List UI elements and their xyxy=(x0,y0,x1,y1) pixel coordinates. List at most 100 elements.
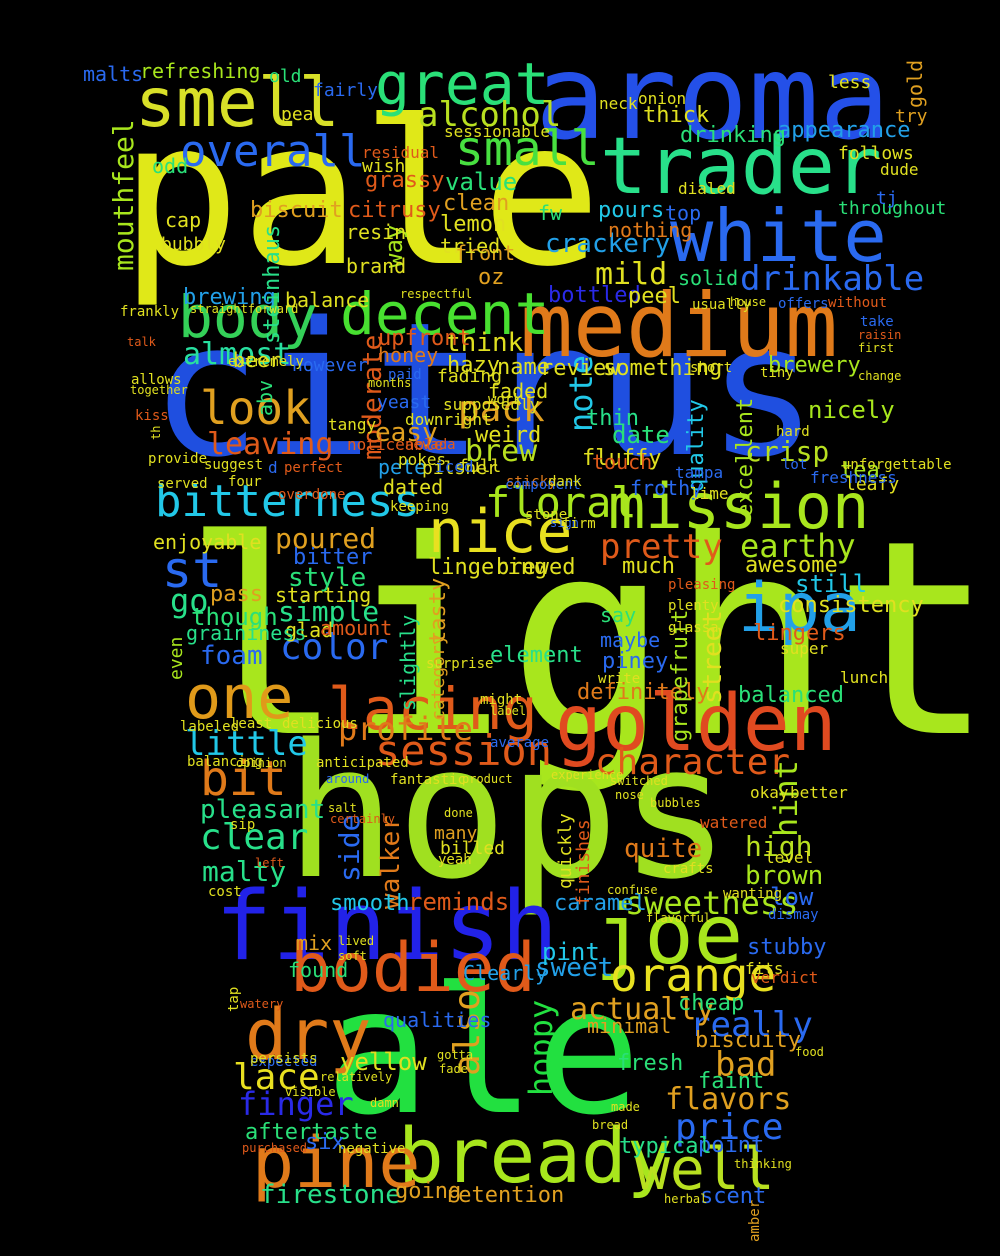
cloud-word: crafts xyxy=(663,861,714,877)
cloud-word: thick xyxy=(643,103,710,128)
cloud-word: sticky xyxy=(506,474,557,490)
cloud-word: pale xyxy=(120,78,602,311)
cloud-word: short xyxy=(690,360,733,376)
cloud-word: delicious xyxy=(282,716,358,732)
cloud-word: try xyxy=(895,106,928,127)
cloud-word: component xyxy=(505,477,581,493)
cloud-word: first xyxy=(858,341,895,355)
cloud-word: easy xyxy=(375,418,438,448)
cloud-word: review xyxy=(540,356,620,381)
cloud-word: name xyxy=(497,355,550,380)
cloud-word: allows xyxy=(131,372,182,388)
cloud-word: anticipated xyxy=(316,755,409,771)
cloud-word: lingers xyxy=(753,621,846,646)
cloud-word: quite xyxy=(624,834,703,864)
cloud-word: throughout xyxy=(838,198,947,219)
cloud-word: category xyxy=(428,634,449,722)
cloud-word: pea xyxy=(281,104,314,125)
cloud-word: pete xyxy=(378,455,427,479)
cloud-word: profile xyxy=(338,710,473,748)
cloud-word: odd xyxy=(152,154,189,178)
cloud-word: herbal xyxy=(664,1192,708,1206)
cloud-word: poured xyxy=(275,522,377,555)
cloud-word: top xyxy=(665,201,702,225)
cloud-word: fits xyxy=(745,959,784,978)
cloud-word: going xyxy=(395,1179,462,1204)
cloud-word: watery xyxy=(240,997,284,1011)
cloud-word: glad xyxy=(285,618,334,642)
cloud-word: onion xyxy=(638,89,687,108)
cloud-word: piney xyxy=(602,649,669,674)
cloud-word: write xyxy=(598,671,641,687)
cloud-word: character xyxy=(595,742,791,783)
cloud-word: straightforward xyxy=(190,302,299,316)
cloud-word: negative xyxy=(338,1141,406,1157)
cloud-word: clear xyxy=(200,817,309,858)
cloud-word: balanced xyxy=(738,683,844,708)
cloud-word: many xyxy=(434,823,478,844)
cloud-word: bubbly xyxy=(161,234,227,255)
cloud-word: tj xyxy=(876,188,898,209)
cloud-word: smooth xyxy=(330,891,410,916)
cloud-word: drinkable xyxy=(740,259,925,299)
cloud-word: least xyxy=(230,716,273,732)
cloud-word: hoppy xyxy=(522,999,560,1096)
cloud-word: yeah xyxy=(438,852,472,868)
cloud-word: brewing xyxy=(183,285,276,310)
cloud-word: residual xyxy=(362,143,440,162)
cloud-word: kiss xyxy=(135,408,169,424)
cloud-word: pretty xyxy=(600,527,723,567)
cloud-word: talk xyxy=(127,335,156,349)
cloud-word: typical xyxy=(619,1134,712,1159)
cloud-word: actually xyxy=(570,992,715,1027)
cloud-word: st xyxy=(162,541,223,599)
cloud-word: color xyxy=(280,627,389,668)
cloud-word: appearance xyxy=(778,118,911,143)
cloud-word: switched xyxy=(610,774,668,788)
cloud-word: brewery xyxy=(768,353,861,378)
cloud-word: pine xyxy=(252,1122,421,1204)
cloud-word: one xyxy=(185,663,294,733)
cloud-word: wish xyxy=(362,156,406,177)
cloud-word: salt xyxy=(328,801,357,815)
cloud-word: months xyxy=(368,376,412,390)
cloud-word: dude xyxy=(880,160,919,179)
cloud-word: enjoyable xyxy=(153,530,262,554)
cloud-word: less xyxy=(828,72,872,93)
cloud-word: bottled xyxy=(548,283,641,308)
cloud-word: date xyxy=(612,421,670,449)
cloud-word: orange xyxy=(610,948,777,1002)
cloud-word: offers xyxy=(778,296,829,312)
cloud-word: food xyxy=(795,1045,824,1059)
cloud-word: however xyxy=(292,355,368,376)
cloud-word: sip xyxy=(230,817,256,833)
cloud-word: drinking xyxy=(680,123,786,148)
cloud-word: grassy xyxy=(365,168,445,193)
cloud-word: sweet xyxy=(535,953,614,983)
cloud-word: price xyxy=(675,1107,784,1148)
cloud-word: lime xyxy=(690,484,729,503)
cloud-word: freshness xyxy=(810,468,897,487)
cloud-word: firestone xyxy=(260,1180,401,1210)
cloud-word: glassa xyxy=(668,620,719,636)
cloud-word: tap xyxy=(226,986,242,1013)
cloud-word: d xyxy=(268,458,278,477)
cloud-word: steinhaus xyxy=(260,224,285,344)
cloud-word: biscuity xyxy=(695,1028,801,1053)
cloud-word: white xyxy=(670,194,887,278)
cloud-word: mix xyxy=(296,931,333,955)
cloud-word: firm xyxy=(562,516,596,532)
cloud-word: body xyxy=(178,283,318,351)
cloud-word: bitter xyxy=(293,545,373,570)
cloud-word: joe xyxy=(595,888,744,983)
cloud-word: hazy xyxy=(447,353,500,378)
cloud-word: yeast xyxy=(377,392,432,413)
cloud-word: paid xyxy=(388,367,422,383)
cloud-word: bread xyxy=(592,1118,629,1132)
cloud-word: go xyxy=(170,582,209,620)
cloud-word: minimal xyxy=(587,1014,672,1038)
cloud-word: brew xyxy=(465,434,538,469)
cloud-word: alcohol xyxy=(418,95,562,135)
cloud-word: lemon xyxy=(440,212,507,237)
cloud-word: gotta xyxy=(437,1048,474,1062)
